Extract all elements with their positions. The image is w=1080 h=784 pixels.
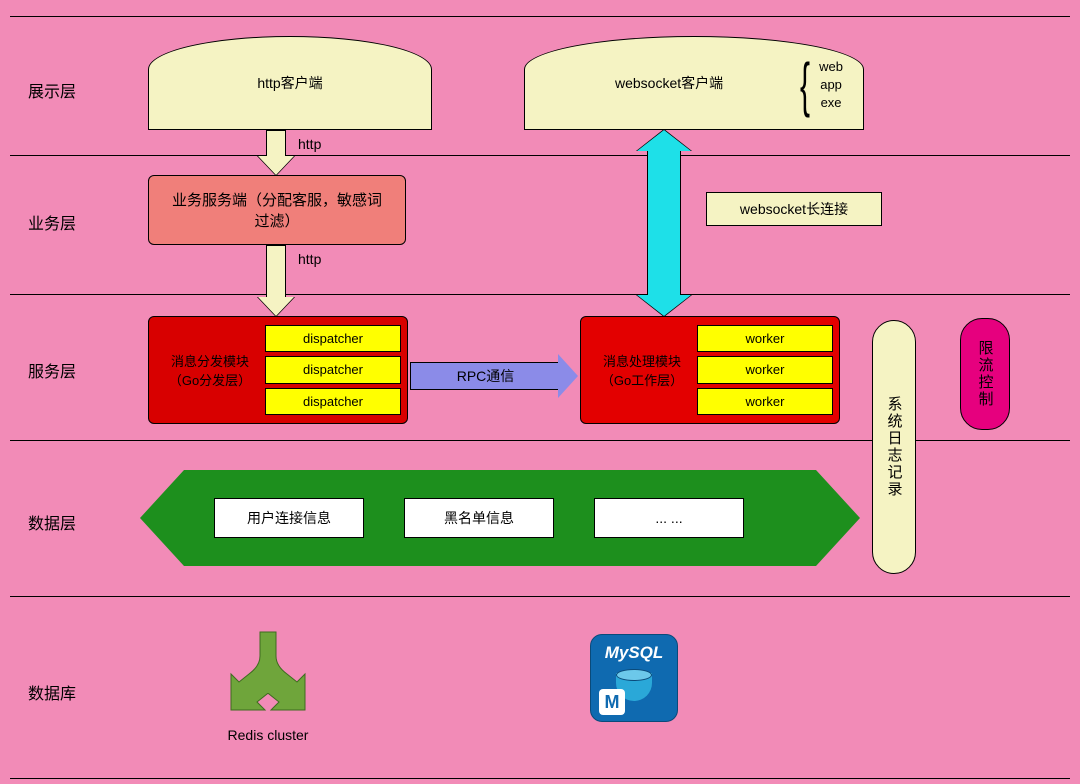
layer-label: 数据层: [28, 510, 76, 534]
data-item-box: 黑名单信息: [404, 498, 554, 538]
row-divider: [10, 294, 1070, 295]
rpc-arrow-label: RPC通信: [457, 366, 515, 386]
dispatch-module-item: dispatcher: [265, 356, 401, 383]
dispatch-module-title: 消息分发模块（Go分发层）: [155, 351, 265, 389]
system-log-box: 系统日志记录: [872, 320, 916, 574]
http-arrow-1-label: http: [298, 136, 321, 152]
process-module-item: worker: [697, 388, 833, 415]
http-arrow-2-label: http: [298, 251, 321, 267]
ratelimit-label: 限流控制: [975, 340, 996, 408]
http-arrow-2: [258, 245, 294, 316]
http-arrow-1: [258, 130, 294, 175]
process-module-item: worker: [697, 325, 833, 352]
redis-fork-icon: [213, 628, 323, 718]
brace-icon: {: [800, 55, 810, 115]
rpc-arrow: RPC通信: [410, 362, 578, 390]
websocket-client-label: websocket客户端: [615, 73, 723, 93]
layer-label: 业务层: [28, 210, 76, 234]
row-divider: [10, 155, 1070, 156]
system-log-label: 系统日志记录: [884, 396, 905, 498]
row-divider: [10, 596, 1070, 597]
redis-label: Redis cluster: [198, 727, 338, 743]
data-item-box: ... ...: [594, 498, 744, 538]
http-client-label: http客户端: [257, 73, 322, 93]
row-divider: [10, 16, 1070, 17]
ws-client-platform: web: [819, 58, 843, 76]
layer-label: 服务层: [28, 358, 76, 382]
mysql-label: MySQL: [605, 643, 664, 663]
ratelimit-box: 限流控制: [960, 318, 1010, 430]
mysql-icon: MySQL M: [590, 634, 678, 722]
architecture-diagram: 展示层业务层服务层数据层数据库 http客户端 websocket客户端 { webap…: [0, 0, 1080, 784]
ws-longconn-label: websocket长连接: [740, 199, 848, 219]
business-service-label: 业务服务端（分配客服，敏感词过滤）: [169, 189, 385, 231]
process-module-title: 消息处理模块（Go工作层）: [587, 351, 697, 389]
websocket-double-arrow: [637, 130, 691, 316]
layer-label: 数据库: [28, 680, 76, 704]
row-divider: [10, 778, 1070, 779]
mysql-m-badge: M: [599, 689, 625, 715]
ws-client-platform: app: [819, 76, 843, 94]
dispatch-module-item: dispatcher: [265, 388, 401, 415]
layer-label: 展示层: [28, 78, 76, 102]
data-hexagon: 用户连接信息黑名单信息 ... ...: [140, 470, 860, 566]
ws-longconn-label-box: websocket长连接: [706, 192, 882, 226]
dispatch-module-item: dispatcher: [265, 325, 401, 352]
redis-cluster: Redis cluster: [198, 628, 338, 743]
process-module-box: 消息处理模块（Go工作层）worker worker worker: [580, 316, 840, 424]
data-item-box: 用户连接信息: [214, 498, 364, 538]
process-module-item: worker: [697, 356, 833, 383]
business-service-box: 业务服务端（分配客服，敏感词过滤）: [148, 175, 406, 245]
ws-client-platform: exe: [819, 94, 843, 112]
http-client-box: http客户端: [148, 36, 432, 130]
websocket-client-box: websocket客户端 { webappexe: [524, 36, 864, 130]
dispatch-module-box: 消息分发模块（Go分发层）dispatcher dispatcher dispatc…: [148, 316, 408, 424]
